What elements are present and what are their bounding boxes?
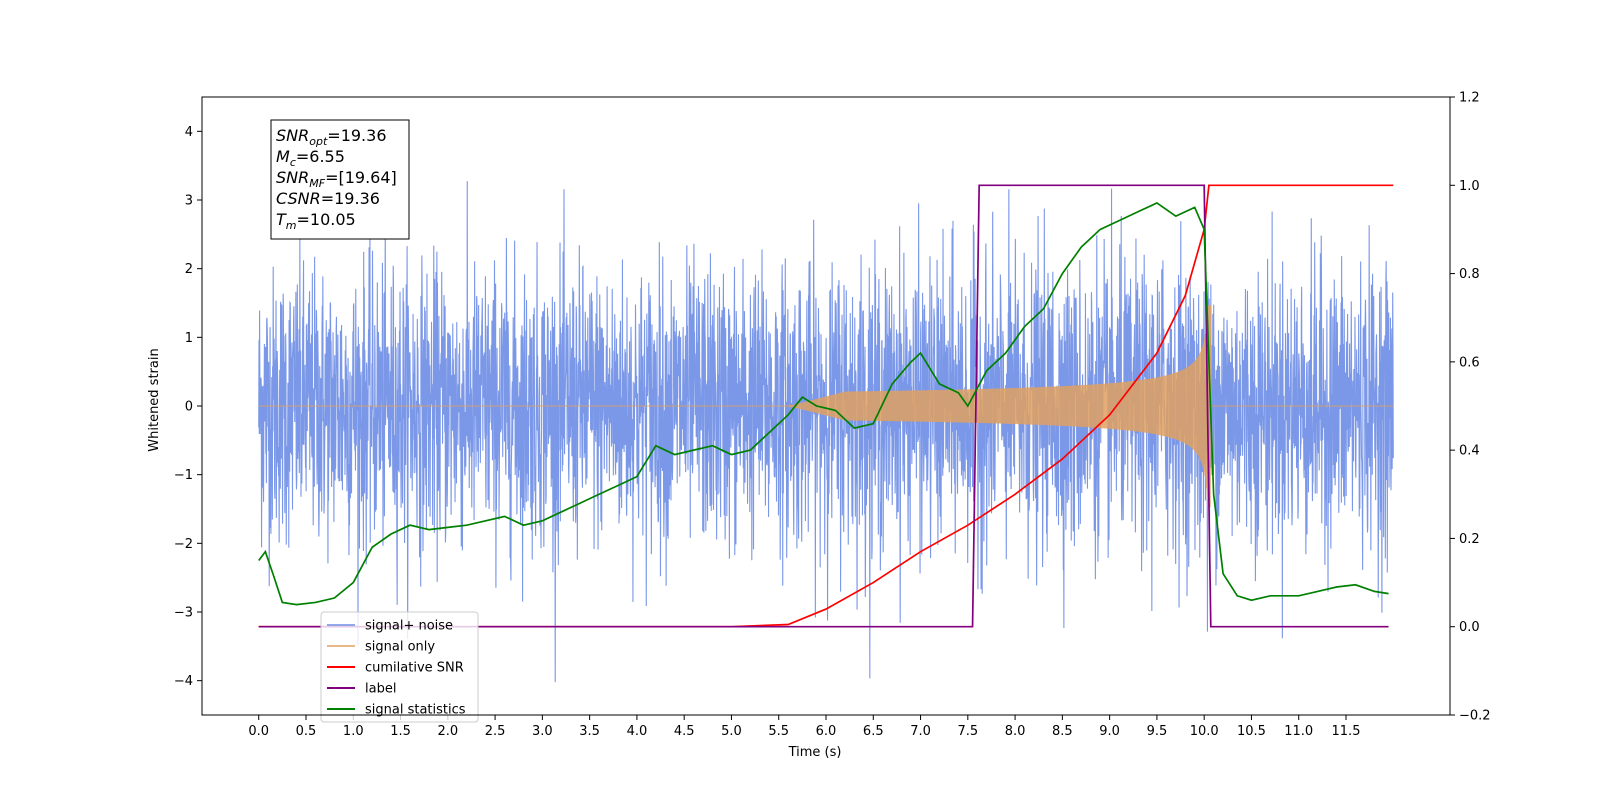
y-tick-label-left: 1 — [185, 331, 193, 346]
annotation-line: CSNR=19.36 — [276, 189, 380, 208]
x-tick-label: 2.0 — [437, 724, 458, 739]
y-tick-label-left: −2 — [174, 537, 193, 552]
plot-frame — [201, 96, 1451, 716]
annotation-line: SNRMF=[19.64] — [276, 168, 397, 190]
x-tick-label: 5.5 — [768, 724, 789, 739]
y-tick-label-left: 4 — [185, 125, 193, 140]
annotation-line: SNRopt=19.36 — [276, 126, 387, 148]
x-axis-label: Time (s) — [788, 745, 842, 760]
y-tick-label-left: 2 — [185, 262, 193, 277]
series-signal-noise — [258, 181, 1394, 683]
legend-label: label — [365, 682, 396, 697]
x-tick-label: 1.5 — [390, 724, 411, 739]
legend-label: signal+ noise — [365, 619, 453, 634]
y-tick-label-left: −3 — [174, 606, 193, 621]
x-tick-label: 10.5 — [1237, 724, 1266, 739]
x-tick-label: 0.5 — [296, 724, 317, 739]
x-tick-label: 0.0 — [248, 724, 269, 739]
annotation-frame — [270, 119, 410, 240]
y-tick-label-right: 0.4 — [1459, 444, 1480, 459]
annotation-line: Tm=10.05 — [276, 210, 356, 232]
left-y-axis: −4 −3 −2 −1 0 1 2 3 4 — [174, 125, 202, 689]
x-tick-label: 6.0 — [816, 724, 837, 739]
x-tick-label: 4.5 — [674, 724, 695, 739]
series-signal-only — [258, 305, 1394, 507]
legend-label: signal only — [365, 640, 435, 655]
x-tick-label: 7.5 — [957, 724, 978, 739]
x-tick-label: 1.0 — [343, 724, 364, 739]
y-tick-label-right: −0.2 — [1459, 709, 1491, 724]
y-tick-label-right: 0.6 — [1459, 355, 1480, 370]
series-label — [258, 184, 1389, 628]
x-tick-label: 5.0 — [721, 724, 742, 739]
x-tick-label: 3.0 — [532, 724, 553, 739]
legend: signal+ noise signal only cumilative SNR la… — [320, 611, 479, 723]
legend-frame — [320, 611, 479, 723]
legend-label: cumilative SNR — [365, 661, 464, 676]
x-tick-label: 9.0 — [1099, 724, 1120, 739]
y-axis-label: Whitened strain — [147, 348, 162, 451]
x-tick-label: 10.0 — [1190, 724, 1219, 739]
y-tick-label-left: −4 — [174, 674, 193, 689]
y-tick-label-right: 0.2 — [1459, 532, 1480, 547]
x-tick-label: 8.0 — [1005, 724, 1026, 739]
x-tick-label: 7.0 — [910, 724, 931, 739]
right-y-axis: −0.2 0.0 0.2 0.4 0.6 0.8 1.0 1.2 — [1450, 91, 1491, 724]
legend-label: signal statistics — [365, 703, 466, 718]
x-tick-label: 8.5 — [1052, 724, 1073, 739]
x-tick-label: 11.0 — [1284, 724, 1313, 739]
series-cumilative-snr — [258, 184, 1394, 628]
plot-area — [258, 181, 1394, 683]
annotation-box: SNRopt=19.36Mc=6.55SNRMF=[19.64]CSNR=19.… — [270, 119, 410, 240]
x-tick-label: 2.5 — [485, 724, 506, 739]
y-tick-label-left: 3 — [185, 194, 193, 209]
series-signal-statistics — [258, 201, 1389, 606]
x-tick-label: 11.5 — [1332, 724, 1361, 739]
x-tick-label: 9.5 — [1147, 724, 1168, 739]
y-tick-label-right: 0.8 — [1459, 267, 1480, 282]
x-tick-label: 6.5 — [863, 724, 884, 739]
y-tick-label-right: 1.2 — [1459, 91, 1480, 106]
annotation-line: Mc=6.55 — [276, 147, 345, 169]
y-tick-label-left: 0 — [185, 400, 193, 415]
x-tick-label: 3.5 — [579, 724, 600, 739]
y-tick-label-right: 1.0 — [1459, 179, 1480, 194]
y-tick-label-left: −1 — [174, 468, 193, 483]
y-tick-label-right: 0.0 — [1459, 620, 1480, 635]
x-axis: 0.0 0.5 1.0 1.5 2.0 2.5 3.0 3.5 4.0 4.5 5.0 5.5 6.0 6… — [248, 715, 1360, 739]
x-tick-label: 4.0 — [627, 724, 648, 739]
